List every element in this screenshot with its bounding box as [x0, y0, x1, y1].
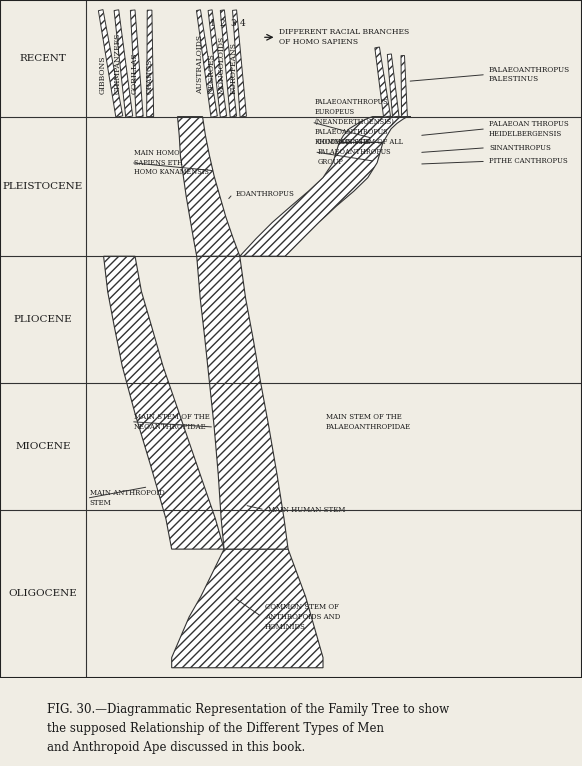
Polygon shape [130, 10, 143, 117]
Text: GIBBONS: GIBBONS [99, 55, 107, 93]
Text: 4: 4 [240, 19, 246, 28]
Text: PALAEOAN THROPUS
HEIDELBERGENSIS: PALAEOAN THROPUS HEIDELBERGENSIS [489, 120, 569, 138]
Text: MIOCENE: MIOCENE [15, 442, 71, 451]
Text: MAIN HUMAN STEM: MAIN HUMAN STEM [268, 506, 345, 514]
Polygon shape [98, 10, 123, 117]
Text: FIG. 30.—Diagrammatic Representation of the Family Tree to show
the supposed Rel: FIG. 30.—Diagrammatic Representation of … [47, 702, 449, 754]
Text: 1: 1 [210, 19, 215, 28]
Text: 3: 3 [230, 19, 236, 28]
Text: PLIOCENE: PLIOCENE [14, 315, 72, 324]
Polygon shape [197, 10, 217, 117]
Text: MONGOLOIDS: MONGOLOIDS [218, 35, 226, 93]
Text: EOANTHROPUS: EOANTHROPUS [236, 190, 294, 198]
Polygon shape [388, 54, 399, 117]
Polygon shape [104, 257, 224, 549]
Polygon shape [240, 142, 383, 257]
Text: GORILLAS: GORILLAS [130, 52, 139, 93]
Text: RECENT: RECENT [20, 54, 66, 63]
Polygon shape [375, 47, 391, 117]
Text: MAIN HOMO
SAPIENS ETH
HOMO KANAMENSIS: MAIN HOMO SAPIENS ETH HOMO KANAMENSIS [134, 149, 209, 176]
Text: MAIN STEM OF THE
PALAEOANTHROPIDAE: MAIN STEM OF THE PALAEOANTHROPIDAE [326, 413, 411, 430]
Polygon shape [401, 55, 407, 116]
Text: 2: 2 [219, 19, 225, 28]
Text: PALAEOANTHROPUS
EUROPEUS
(NEANDERTHOENSIS)
PALAEOANTHROPUS
RHODESIENSIS: PALAEOANTHROPUS EUROPEUS (NEANDERTHOENSI… [314, 98, 394, 146]
Polygon shape [114, 10, 133, 117]
Text: CHIMPANZEES: CHIMPANZEES [114, 32, 122, 93]
Text: MAIN ANTHROPOID
STEM: MAIN ANTHROPOID STEM [90, 489, 164, 507]
Text: COMMON STEM OF
ANTHROPOIDS AND
HOMINIDS: COMMON STEM OF ANTHROPOIDS AND HOMINIDS [265, 603, 340, 630]
Polygon shape [339, 116, 411, 142]
Polygon shape [233, 10, 246, 117]
Text: COMMON STEM OF ALL
PALAEOANTHROPUS
GROUP: COMMON STEM OF ALL PALAEOANTHROPUS GROUP [317, 138, 403, 165]
Text: DIFFERENT RACIAL BRANCHES
OF HOMO SAPIENS: DIFFERENT RACIAL BRANCHES OF HOMO SAPIEN… [279, 28, 410, 46]
Text: OLIGOCENE: OLIGOCENE [9, 589, 77, 598]
Text: ORANGS: ORANGS [146, 58, 154, 93]
Polygon shape [197, 257, 288, 549]
Polygon shape [221, 10, 236, 117]
Polygon shape [147, 10, 154, 116]
Text: PITHE CANTHROPUS: PITHE CANTHROPUS [489, 157, 567, 165]
Text: PALAEOANTHROPUS
PALESTINUS: PALAEOANTHROPUS PALESTINUS [489, 66, 570, 83]
Text: PLEISTOCENE: PLEISTOCENE [3, 182, 83, 191]
Polygon shape [172, 549, 323, 668]
Text: NEGROES: NEGROES [207, 53, 215, 93]
Polygon shape [208, 10, 226, 117]
Polygon shape [178, 116, 240, 257]
Text: EUROPEANS: EUROPEANS [229, 41, 237, 93]
Text: SINANTHROPUS: SINANTHROPUS [489, 144, 551, 152]
Text: AUSTRALOIDS: AUSTRALOIDS [196, 34, 204, 93]
Text: MAIN STEM OF THE
NEOANTHROPIDAE: MAIN STEM OF THE NEOANTHROPIDAE [134, 413, 210, 430]
